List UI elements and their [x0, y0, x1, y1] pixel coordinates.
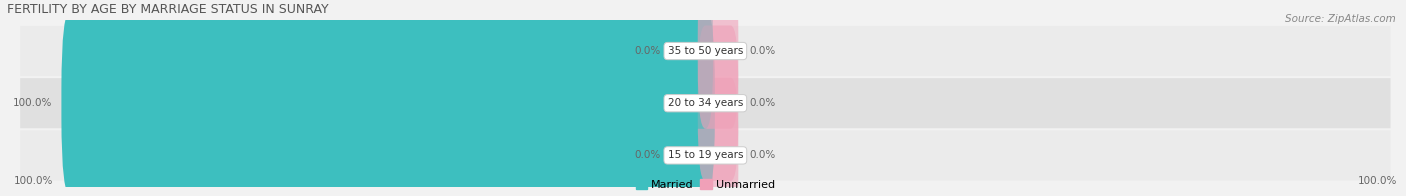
- Text: 100.0%: 100.0%: [14, 176, 53, 186]
- Text: 0.0%: 0.0%: [634, 46, 661, 56]
- FancyBboxPatch shape: [20, 130, 1391, 181]
- FancyBboxPatch shape: [672, 78, 713, 196]
- Text: 20 to 34 years: 20 to 34 years: [668, 98, 742, 108]
- FancyBboxPatch shape: [697, 25, 738, 181]
- Text: 100.0%: 100.0%: [13, 98, 52, 108]
- Text: Source: ZipAtlas.com: Source: ZipAtlas.com: [1285, 14, 1396, 24]
- Text: 0.0%: 0.0%: [634, 150, 661, 160]
- FancyBboxPatch shape: [697, 78, 738, 196]
- Text: 35 to 50 years: 35 to 50 years: [668, 46, 742, 56]
- Text: 15 to 19 years: 15 to 19 years: [668, 150, 744, 160]
- FancyBboxPatch shape: [672, 0, 713, 129]
- Text: 100.0%: 100.0%: [1358, 176, 1398, 186]
- FancyBboxPatch shape: [20, 78, 1391, 128]
- Text: 0.0%: 0.0%: [749, 98, 776, 108]
- Legend: Married, Unmarried: Married, Unmarried: [631, 175, 779, 194]
- FancyBboxPatch shape: [20, 26, 1391, 76]
- Text: 0.0%: 0.0%: [749, 150, 776, 160]
- FancyBboxPatch shape: [697, 0, 738, 129]
- Text: 0.0%: 0.0%: [749, 46, 776, 56]
- FancyBboxPatch shape: [62, 10, 714, 196]
- Text: FERTILITY BY AGE BY MARRIAGE STATUS IN SUNRAY: FERTILITY BY AGE BY MARRIAGE STATUS IN S…: [7, 3, 329, 16]
